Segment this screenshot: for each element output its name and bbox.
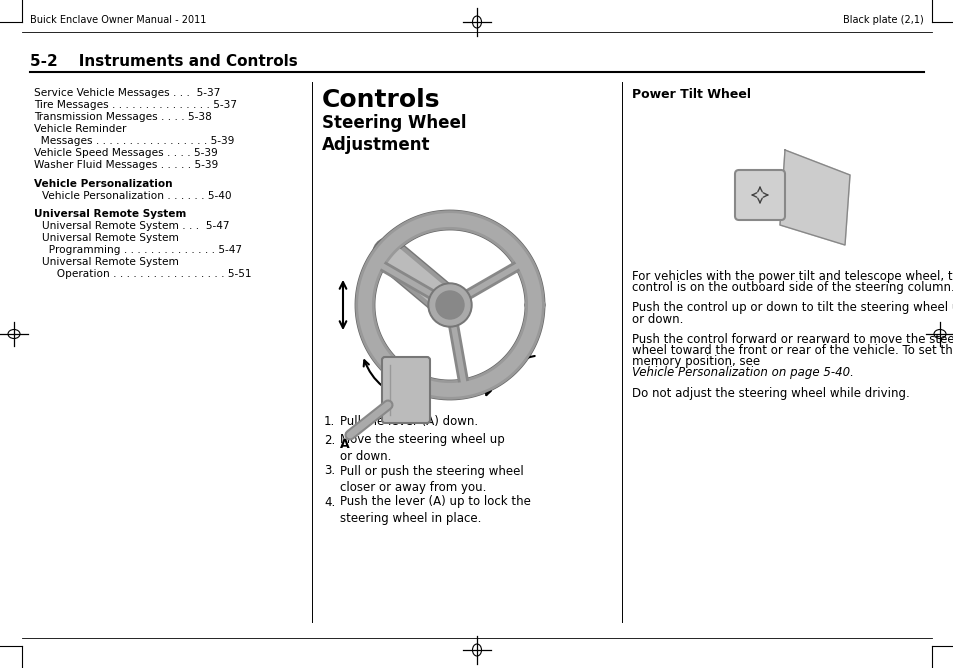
Text: Tire Messages . . . . . . . . . . . . . . . 5-37: Tire Messages . . . . . . . . . . . . . … xyxy=(34,100,236,110)
Text: wheel toward the front or rear of the vehicle. To set the: wheel toward the front or rear of the ve… xyxy=(631,344,953,357)
Circle shape xyxy=(428,283,472,327)
Text: Power Tilt Wheel: Power Tilt Wheel xyxy=(631,88,750,101)
Text: 3.: 3. xyxy=(324,464,335,478)
Text: control is on the outboard side of the steering column.: control is on the outboard side of the s… xyxy=(631,281,953,294)
Text: Controls: Controls xyxy=(322,88,440,112)
Text: Universal Remote System: Universal Remote System xyxy=(42,233,179,243)
Text: Universal Remote System: Universal Remote System xyxy=(42,257,179,267)
Text: Move the steering wheel up
or down.: Move the steering wheel up or down. xyxy=(339,434,504,463)
Text: Vehicle Personalization: Vehicle Personalization xyxy=(34,178,172,188)
Text: For vehicles with the power tilt and telescope wheel, the: For vehicles with the power tilt and tel… xyxy=(631,270,953,283)
Text: Universal Remote System . . .  5-47: Universal Remote System . . . 5-47 xyxy=(42,221,230,231)
FancyBboxPatch shape xyxy=(381,357,430,423)
FancyBboxPatch shape xyxy=(734,170,784,220)
Text: Operation . . . . . . . . . . . . . . . . . 5-51: Operation . . . . . . . . . . . . . . . … xyxy=(50,269,252,279)
Text: Push the control forward or rearward to move the steering: Push the control forward or rearward to … xyxy=(631,333,953,346)
Text: Buick Enclave Owner Manual - 2011: Buick Enclave Owner Manual - 2011 xyxy=(30,15,206,25)
Text: Push the control up or down to tilt the steering wheel up: Push the control up or down to tilt the … xyxy=(631,301,953,315)
Text: Do not adjust the steering wheel while driving.: Do not adjust the steering wheel while d… xyxy=(631,387,909,399)
Text: Washer Fluid Messages . . . . . 5-39: Washer Fluid Messages . . . . . 5-39 xyxy=(34,160,218,170)
Text: A: A xyxy=(340,438,350,451)
Circle shape xyxy=(430,285,470,325)
Text: memory position, see: memory position, see xyxy=(631,355,760,368)
Text: Push the lever (A) up to lock the
steering wheel in place.: Push the lever (A) up to lock the steeri… xyxy=(339,496,530,525)
Text: 2.: 2. xyxy=(324,434,335,446)
Text: or down.: or down. xyxy=(631,313,682,325)
Text: Vehicle Personalization . . . . . . 5-40: Vehicle Personalization . . . . . . 5-40 xyxy=(42,190,232,200)
Text: Vehicle Personalization on page 5-40.: Vehicle Personalization on page 5-40. xyxy=(631,367,853,379)
Text: Programming . . . . . . . . . . . . . . 5-47: Programming . . . . . . . . . . . . . . … xyxy=(42,245,242,255)
Text: Steering Wheel
Adjustment: Steering Wheel Adjustment xyxy=(322,114,466,154)
Text: Pull the lever (A) down.: Pull the lever (A) down. xyxy=(339,415,477,428)
Text: 4.: 4. xyxy=(324,496,335,508)
Text: Service Vehicle Messages . . .  5-37: Service Vehicle Messages . . . 5-37 xyxy=(34,88,220,98)
Text: Vehicle Reminder: Vehicle Reminder xyxy=(34,124,126,134)
Text: 5-2    Instruments and Controls: 5-2 Instruments and Controls xyxy=(30,55,297,69)
Text: Universal Remote System: Universal Remote System xyxy=(34,209,186,219)
Text: Black plate (2,1): Black plate (2,1) xyxy=(842,15,923,25)
Polygon shape xyxy=(780,150,849,245)
Text: Transmission Messages . . . . 5-38: Transmission Messages . . . . 5-38 xyxy=(34,112,212,122)
Text: 1.: 1. xyxy=(324,415,335,428)
Text: Messages . . . . . . . . . . . . . . . . . 5-39: Messages . . . . . . . . . . . . . . . .… xyxy=(34,136,234,146)
Text: Pull or push the steering wheel
closer or away from you.: Pull or push the steering wheel closer o… xyxy=(339,464,523,494)
Circle shape xyxy=(436,291,463,319)
Text: Vehicle Speed Messages . . . . 5-39: Vehicle Speed Messages . . . . 5-39 xyxy=(34,148,217,158)
